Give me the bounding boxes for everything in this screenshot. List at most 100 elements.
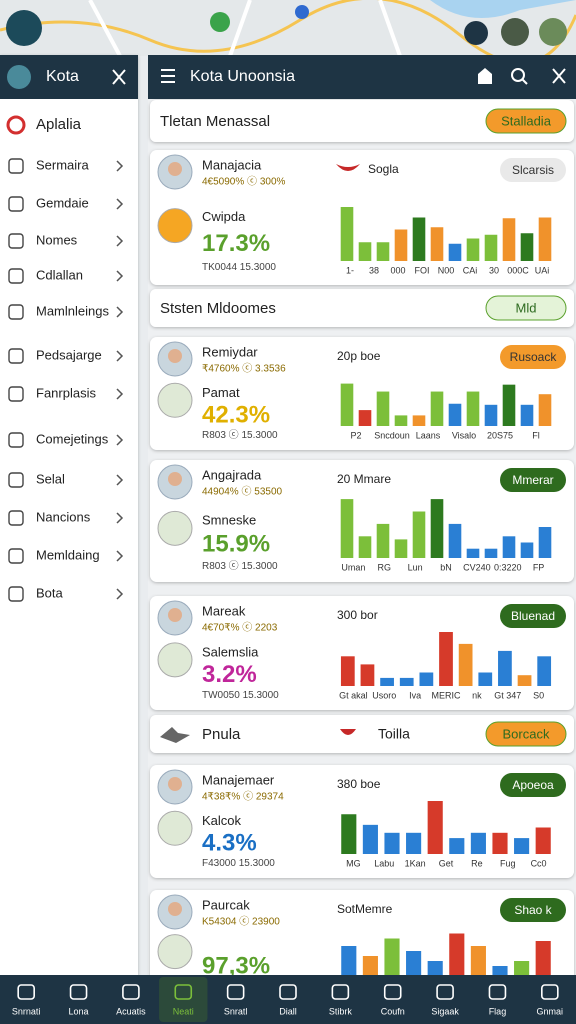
nav-label[interactable]: Stibrk (329, 1006, 353, 1016)
bar (535, 827, 551, 854)
section-button-label[interactable]: Stalladia (501, 113, 552, 128)
card-button-label[interactable]: Slcarsis (512, 163, 554, 177)
metric-name: Pamat (202, 385, 240, 400)
card-button[interactable] (500, 898, 566, 922)
avatar-face (168, 902, 182, 916)
metric-name: Cwipda (202, 209, 246, 224)
bar-axis-label: Gt 347 (494, 690, 521, 700)
person-stat: 4€5090% ⓒ 300% (202, 176, 286, 188)
drawer: Kota Aplalia Sermaira Gemdaie Nomes Cdlallan… (0, 55, 138, 975)
chevron (116, 350, 124, 362)
drawer-close[interactable] (112, 69, 126, 85)
card-button-label[interactable]: Apoeoa (512, 778, 554, 792)
metric-footnote: TW0050 15.3000 (202, 690, 279, 701)
bar (449, 933, 465, 976)
home-icon[interactable] (478, 68, 492, 84)
drawer-avatar (7, 65, 31, 89)
person-stat: 4₹38₹% ⓒ 29374 (202, 791, 284, 803)
nav-label[interactable]: Diall (279, 1006, 297, 1016)
nav-label[interactable]: Neati (173, 1006, 194, 1016)
nav-icon[interactable] (383, 984, 402, 1000)
drawer-item[interactable]: Gemdaie (36, 195, 89, 210)
section-button[interactable] (485, 108, 567, 134)
card-button[interactable] (500, 158, 566, 182)
drawer-item[interactable]: Mamlnleings (36, 303, 109, 318)
bar-axis-label: 1Kan (405, 858, 426, 868)
section-button[interactable] (485, 295, 567, 321)
nav-label[interactable]: Flag (489, 1006, 507, 1016)
drawer-item[interactable]: Selal (36, 471, 65, 486)
metric-footnote: R803 ⓒ 15.3000 (202, 560, 278, 572)
bar (340, 207, 354, 261)
chart-title: 20 Mmare (337, 472, 391, 486)
card-button[interactable] (500, 604, 566, 628)
nav-icon[interactable] (279, 984, 297, 1000)
nav-label[interactable]: Sigaak (431, 1006, 459, 1016)
bar (470, 946, 486, 976)
card-button-label[interactable]: Bluenad (511, 609, 555, 623)
drawer-item[interactable]: Memldaing (36, 547, 100, 562)
bar-axis-label: 000C (507, 265, 529, 275)
drawer-item[interactable]: Aplalia (36, 116, 82, 133)
nav-icon[interactable] (17, 984, 35, 1000)
section-button-label[interactable]: Borcack (503, 726, 550, 741)
bar (399, 677, 414, 686)
metric-icon (157, 934, 193, 970)
item-icon (8, 304, 24, 320)
drawer-item[interactable]: Nomes (36, 232, 78, 247)
drawer-item[interactable]: Fanrplasis (36, 385, 96, 400)
bar-axis-label: FOI (415, 265, 430, 275)
card-button-label[interactable]: Shao k (514, 903, 552, 917)
card-button-label[interactable]: Mmerar (512, 473, 553, 487)
nav-label[interactable]: Snratl (224, 1006, 248, 1016)
bar-axis-label: FP (533, 562, 545, 572)
bar-axis-label: 38 (369, 265, 379, 275)
bar (517, 675, 532, 686)
chevron (116, 198, 124, 210)
bar (430, 499, 444, 558)
nav-icon[interactable] (436, 984, 454, 1000)
section-button[interactable] (485, 721, 567, 747)
item-icon (8, 196, 24, 212)
bar-axis-label: 1- (346, 265, 354, 275)
bar (538, 394, 552, 426)
nav-icon[interactable] (69, 984, 88, 1000)
menu-icon[interactable] (161, 69, 175, 83)
nav-label[interactable]: Acuatis (116, 1006, 146, 1016)
nav-icon[interactable] (122, 984, 140, 1000)
nav-label[interactable]: Gnmai (537, 1006, 564, 1016)
nav-icon[interactable] (174, 984, 193, 1000)
nav-icon[interactable] (541, 984, 559, 1000)
drawer-item[interactable]: Cdlallan (36, 267, 83, 282)
card-button[interactable] (500, 468, 566, 492)
card-button-label[interactable]: Rusoack (510, 350, 558, 364)
metric-icon (157, 510, 193, 546)
drawer-item[interactable]: Nancions (36, 509, 91, 524)
item-icon (8, 472, 24, 488)
section-button-label[interactable]: Mld (516, 300, 537, 315)
nav-icon[interactable] (331, 984, 350, 1000)
card-button[interactable] (500, 345, 566, 369)
nav-label[interactable]: Snrnati (12, 1006, 41, 1016)
bar (341, 814, 357, 854)
section-row (150, 100, 574, 142)
chevron (116, 550, 124, 562)
nav-label[interactable]: Lona (69, 1006, 89, 1016)
item-icon (8, 586, 24, 602)
bar (376, 391, 390, 426)
bar (502, 384, 516, 426)
nav-icon[interactable] (488, 984, 507, 1000)
close-icon[interactable] (552, 68, 566, 84)
card-button[interactable] (500, 773, 566, 797)
nav-icon[interactable] (226, 984, 245, 1000)
search-icon[interactable] (511, 68, 528, 85)
drawer-item[interactable]: Bota (36, 585, 64, 600)
drawer-item[interactable]: Pedsajarge (36, 347, 102, 362)
item-icon (8, 386, 24, 402)
drawer-item[interactable]: Comejetings (36, 431, 109, 446)
bar-axis-label: RG (378, 562, 392, 572)
drawer-item[interactable]: Sermaira (36, 157, 90, 172)
nav-label[interactable]: Coufn (381, 1006, 405, 1016)
chart-title: 380 boe (337, 777, 381, 791)
